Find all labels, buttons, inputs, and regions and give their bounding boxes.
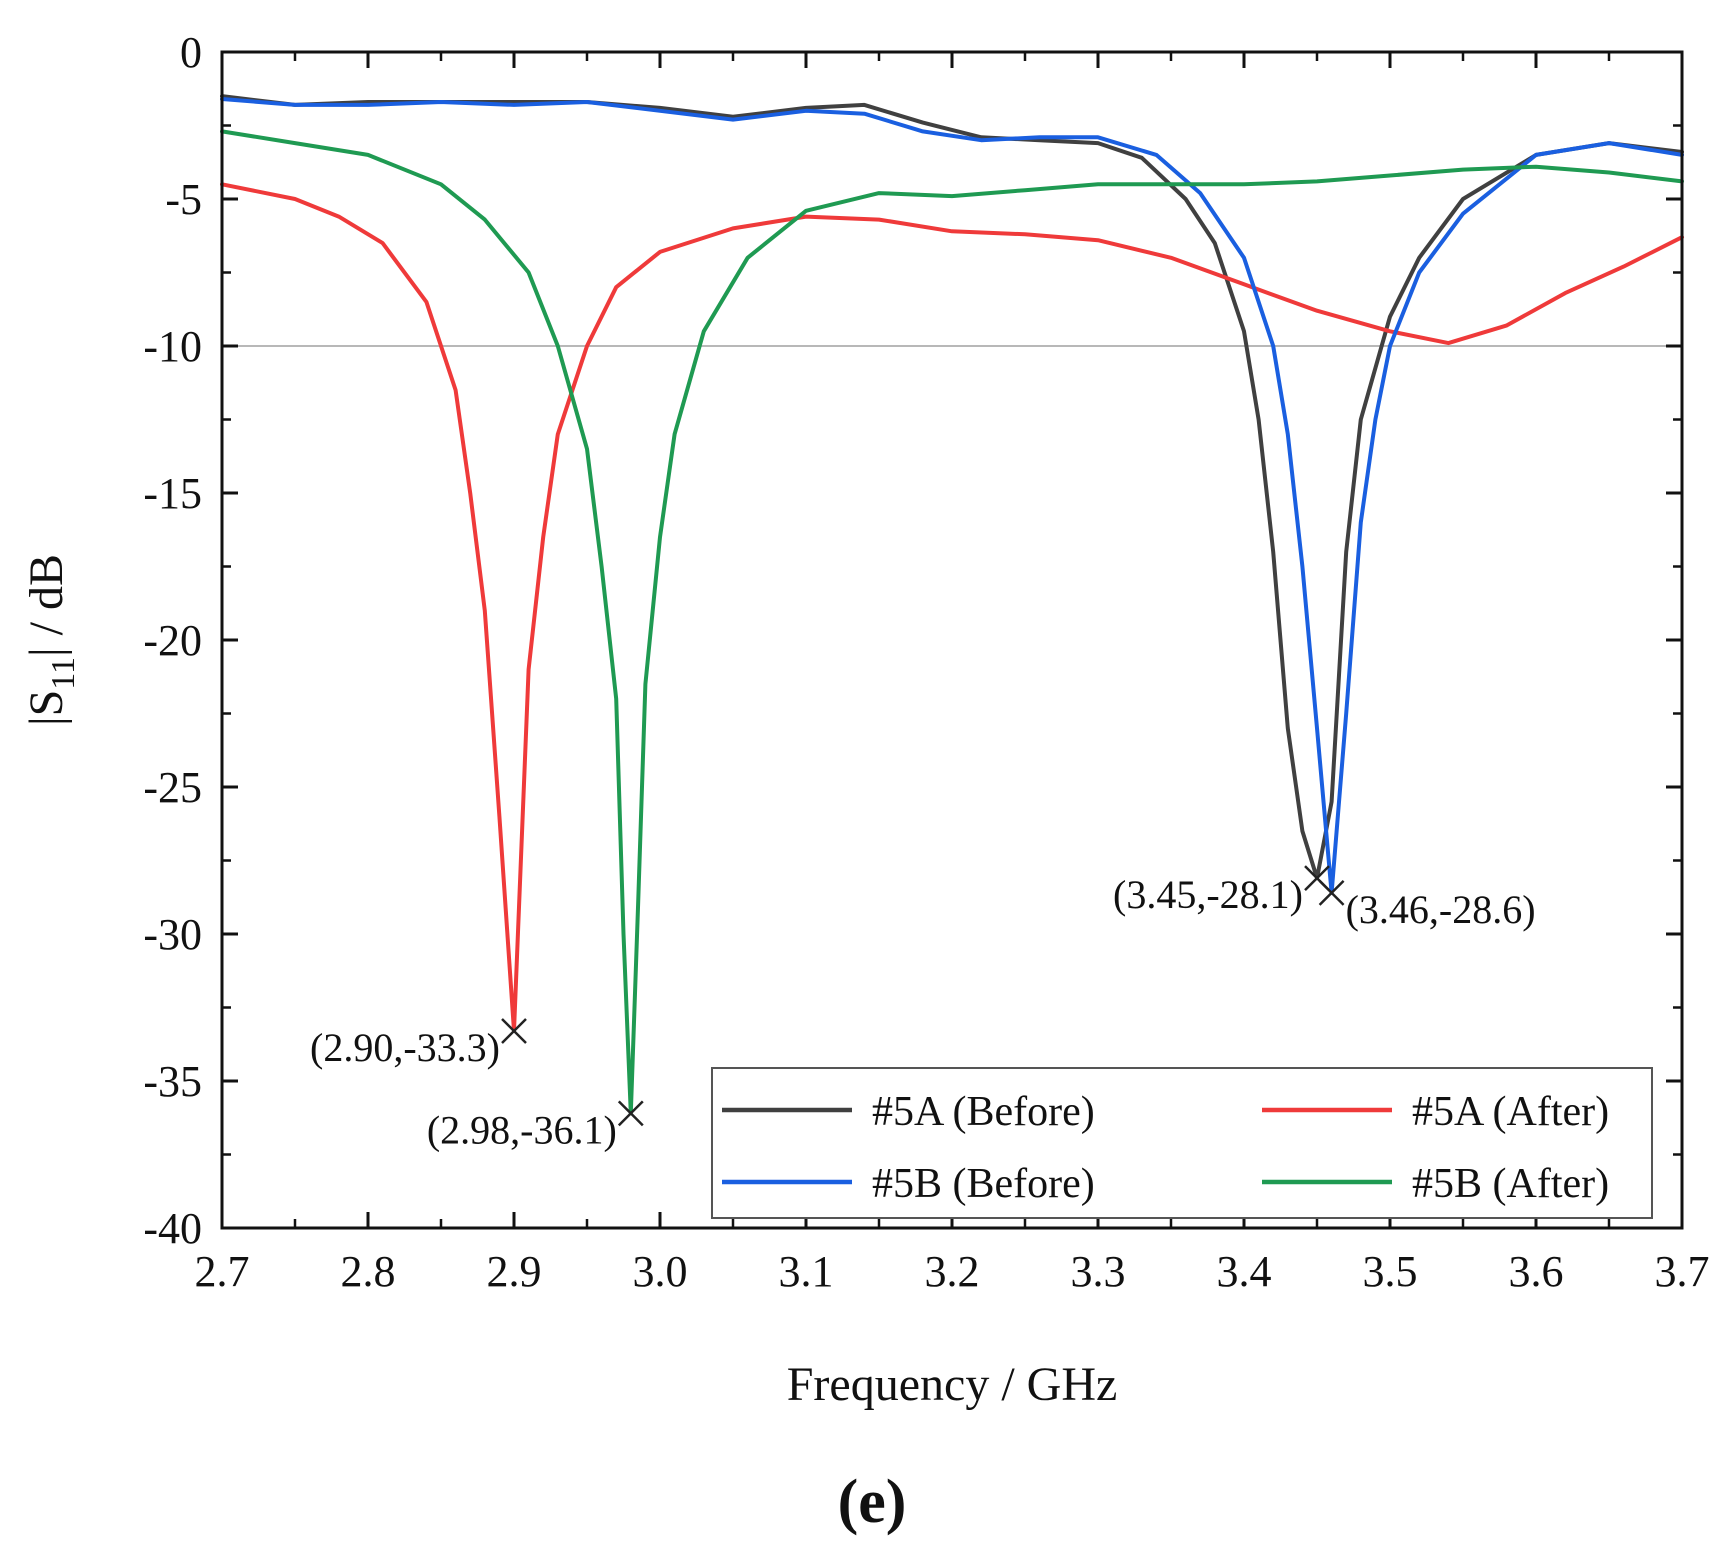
- legend-label-1: #5A (After): [1412, 1089, 1609, 1135]
- x-tick-label: 3.1: [779, 1247, 834, 1296]
- x-tick-label: 3.2: [925, 1247, 980, 1296]
- y-tick-label: -20: [143, 616, 202, 665]
- y-axis-title: |S11| / dB: [20, 554, 82, 726]
- x-tick-label: 2.8: [341, 1247, 396, 1296]
- y-tick-label: -40: [143, 1204, 202, 1253]
- y-tick-label: -25: [143, 763, 202, 812]
- annotation-label-2: (3.45,-28.1): [1113, 872, 1303, 917]
- y-tick-label: -35: [143, 1057, 202, 1106]
- x-tick-label: 2.7: [195, 1247, 250, 1296]
- series-line-1: [220, 182, 1684, 1033]
- legend-label-0: #5A (Before): [872, 1089, 1095, 1135]
- y-tick-label: -15: [143, 469, 202, 518]
- min-marker-1: [617, 1100, 644, 1127]
- legend-label-2: #5B (Before): [872, 1161, 1095, 1207]
- x-tick-label: 3.4: [1217, 1247, 1272, 1296]
- series-line-3: [220, 129, 1684, 1116]
- min-marker-0: [501, 1018, 527, 1044]
- x-tick-label: 3.6: [1509, 1247, 1564, 1296]
- y-axis-title-subscript: 11: [45, 657, 82, 690]
- annotation-label-0: (2.90,-33.3): [310, 1025, 500, 1070]
- series-line-2: [220, 97, 1684, 895]
- y-tick-label: 0: [180, 28, 202, 77]
- legend-label-3: #5B (After): [1412, 1161, 1609, 1207]
- min-marker-3: [1318, 879, 1345, 906]
- panel-label: (e): [838, 1468, 907, 1536]
- x-tick-label: 2.9: [487, 1247, 542, 1296]
- x-axis-title: Frequency / GHz: [787, 1358, 1118, 1411]
- y-tick-label: -10: [143, 322, 202, 371]
- x-tick-label: 3.3: [1071, 1247, 1126, 1296]
- y-tick-label: -30: [143, 910, 202, 959]
- x-tick-label: 3.0: [633, 1247, 688, 1296]
- y-axis-title-rest: | / dB: [20, 554, 73, 657]
- x-tick-label: 3.5: [1363, 1247, 1418, 1296]
- legend-box: [711, 1067, 1653, 1219]
- x-tick-label: 3.7: [1655, 1247, 1710, 1296]
- annotation-label-3: (3.46,-28.6): [1346, 887, 1536, 932]
- y-tick-label: -5: [165, 175, 202, 224]
- y-axis-title-main: |S: [20, 690, 73, 726]
- annotation-label-1: (2.98,-36.1): [427, 1107, 617, 1152]
